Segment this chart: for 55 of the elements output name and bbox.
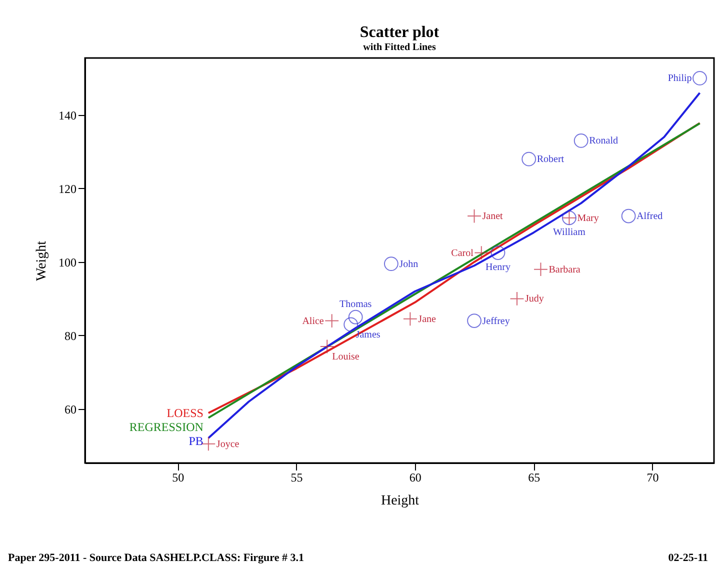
x-tick-label: 65 xyxy=(528,470,540,484)
data-label: Alice xyxy=(302,316,324,327)
point xyxy=(324,314,340,328)
chart-subtitle: with Fitted Lines xyxy=(363,42,436,53)
x-axis-title: Height xyxy=(380,494,420,508)
data-label: Barbara xyxy=(548,264,581,276)
point xyxy=(574,133,588,148)
data-label: Janet xyxy=(482,211,504,222)
point xyxy=(402,312,418,326)
point xyxy=(320,339,334,354)
data-label: Alfred xyxy=(636,211,663,222)
x-tick-label: 55 xyxy=(290,470,303,484)
series-label: PB xyxy=(188,434,204,448)
data-label: Louise xyxy=(332,352,360,362)
point xyxy=(344,317,358,332)
point xyxy=(510,292,524,306)
y-tick-label: 120 xyxy=(58,182,76,196)
y-tick-label: 80 xyxy=(64,328,76,343)
text: 02-25-11 xyxy=(668,552,708,564)
y-tick-label: 100 xyxy=(58,255,76,270)
data-label: Carol xyxy=(451,248,474,259)
x-tick-label: 60 xyxy=(409,470,422,484)
chart-title: Scatter plot xyxy=(360,24,440,41)
data-label: William xyxy=(553,226,586,238)
data-label: James xyxy=(356,329,380,340)
point xyxy=(474,246,489,260)
data-label: Philip xyxy=(668,73,692,84)
point xyxy=(348,310,363,324)
text: Paper 295-2011 - Source Data SASHELP.CLASS: Firgure # 3.1 xyxy=(8,552,304,564)
y-tick-label: 60 xyxy=(64,402,76,416)
data-label: Ronald xyxy=(589,136,618,147)
point xyxy=(692,71,707,86)
x-tick-label: 70 xyxy=(646,470,659,484)
data-label: Joyce xyxy=(216,438,240,450)
data-label: Jane xyxy=(418,314,437,325)
point xyxy=(201,436,216,452)
point xyxy=(490,246,506,260)
point xyxy=(621,208,636,224)
data-label: Mary xyxy=(577,212,599,224)
y-tick-label: 140 xyxy=(58,108,76,122)
x-tick-label: 50 xyxy=(172,470,184,484)
series-label: REGRESSION xyxy=(129,420,204,434)
data-label: John xyxy=(399,258,418,270)
point xyxy=(467,314,482,328)
data-label: Jeffrey xyxy=(482,316,510,327)
data-label: Henry xyxy=(486,262,511,273)
data-label: Thomas xyxy=(339,299,372,310)
point xyxy=(467,208,482,224)
data-label: Robert xyxy=(536,154,564,166)
point xyxy=(534,262,548,277)
data-label: Judy xyxy=(524,294,544,305)
y-axis-title: Weight xyxy=(34,240,50,282)
point xyxy=(384,256,398,271)
series-label: LOESS xyxy=(166,406,204,420)
point xyxy=(522,152,536,166)
